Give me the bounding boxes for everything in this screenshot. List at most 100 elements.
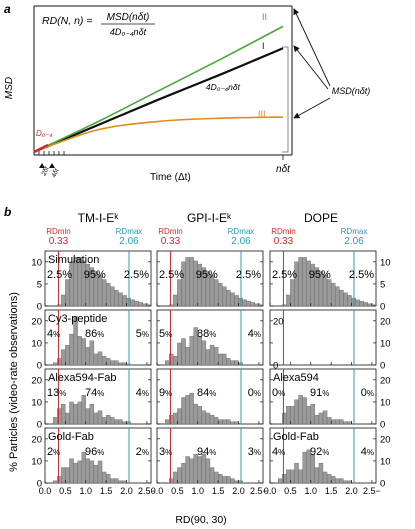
hist-bar (173, 412, 178, 425)
pct-label: 3% (159, 446, 172, 458)
hist-bar (205, 349, 211, 366)
hist-bar (57, 358, 62, 366)
hist-bar (286, 469, 291, 484)
hist-bar (213, 279, 219, 307)
hist-bar (89, 403, 95, 425)
x-tick-label: 0.0 (39, 486, 52, 496)
y-tick-label-left: 0 (37, 479, 42, 490)
pct-sign: % (254, 448, 261, 457)
panel-a-ylabel: MSD (4, 77, 15, 99)
pct-label: 86% (85, 328, 104, 340)
hist-bar (114, 419, 119, 425)
pct-value: 9 (159, 387, 165, 399)
hist-bar (106, 474, 111, 484)
hist-bar (230, 478, 235, 484)
row-label: Gold-Fab (273, 431, 319, 443)
hist-bar (363, 302, 368, 307)
msd-label: MSD(nδt) (332, 86, 371, 96)
pct-sign: % (97, 389, 104, 398)
hist-bar (181, 397, 186, 425)
pct-value: 4 (272, 446, 278, 458)
hist-bar (61, 403, 66, 425)
pct-label: 3% (248, 446, 261, 458)
hist-bar (65, 344, 70, 366)
hist-bar (189, 392, 194, 425)
hist-bar (77, 460, 82, 484)
pct-label: 9% (159, 387, 172, 399)
panel-b-label: b (4, 205, 11, 219)
pct-label: 4% (136, 387, 149, 399)
column-title-gpi: GPI-I-Eᵏ (187, 211, 232, 225)
hist-bar (93, 412, 99, 425)
hist-bar (69, 333, 74, 366)
hist-bar (326, 417, 332, 425)
hist-bar (230, 421, 235, 425)
hist-bar (230, 292, 235, 307)
hist-bar (222, 476, 227, 484)
hist-bar (53, 480, 58, 484)
pct-value: 0 (361, 387, 367, 399)
hist-bar (110, 360, 115, 366)
pct-label: 5% (159, 328, 172, 340)
hist-bar (335, 478, 340, 484)
pct-sign: % (278, 448, 285, 457)
hist-bar (298, 469, 303, 484)
pct-value: 2 (136, 446, 142, 458)
hist-bar (294, 462, 299, 484)
hist-bar (118, 480, 123, 484)
row-label: Cy3-peptide (48, 313, 107, 325)
y-tick-label-left: 0 (37, 420, 42, 431)
hist-bar (218, 419, 223, 425)
hist-bar (197, 336, 202, 366)
pct-sign: % (209, 448, 216, 457)
pct-sign: % (96, 269, 106, 281)
y-tick-label-right: 0 (380, 420, 385, 431)
rd-max-label: RDmax (116, 227, 143, 236)
hist-bar (169, 304, 174, 307)
hist-bar (197, 406, 202, 425)
hist-bar (294, 399, 299, 425)
hist-bar (331, 419, 336, 425)
y-tick-label-left: 10 (31, 456, 42, 467)
pct-value: 94 (197, 446, 209, 458)
hist-bar (209, 415, 215, 425)
hist-bar (106, 282, 111, 307)
pct-label: 13% (47, 387, 66, 399)
x-tick-label: 0.5 (171, 486, 184, 496)
pct-label: 2.5% (159, 269, 184, 281)
hist-bar (226, 476, 231, 484)
hist-bar (226, 419, 231, 425)
pct-value: 86 (85, 328, 97, 340)
hist-panel-r0-c1: 2.5% 95% 2.5% (156, 250, 264, 307)
hist-bar (282, 304, 287, 307)
hist-bar (89, 460, 95, 484)
pct-label: 95% (84, 269, 106, 281)
pct-value: 84 (197, 387, 209, 399)
hist-bar (61, 349, 66, 366)
pct-sign: % (165, 330, 172, 339)
hist-bar (213, 417, 219, 425)
pct-sign: % (53, 448, 60, 457)
hist-bar (234, 421, 239, 425)
row-label: Alexa594-Fab (48, 372, 117, 384)
hist-bar (173, 294, 178, 307)
y-tick-label-right: 10 (380, 456, 391, 467)
x-tick-label: 2.5− (363, 486, 381, 496)
pct-sign: % (287, 269, 297, 281)
pct-sign: % (209, 389, 216, 398)
curve-ii (33, 25, 284, 153)
hist-bar (130, 299, 135, 307)
column-title-dope: DOPE (304, 211, 338, 225)
y-tick-label-right: 10 (380, 338, 391, 349)
y-tick-label-right: 10 (380, 257, 391, 268)
hist-bar (318, 462, 324, 484)
tick-label-4dt: 4δt (50, 167, 61, 179)
hist-bar (61, 467, 66, 484)
x-tick-label: 1.5 (100, 486, 113, 496)
pct-value: 4 (248, 328, 254, 340)
pct-label: 84% (197, 387, 216, 399)
